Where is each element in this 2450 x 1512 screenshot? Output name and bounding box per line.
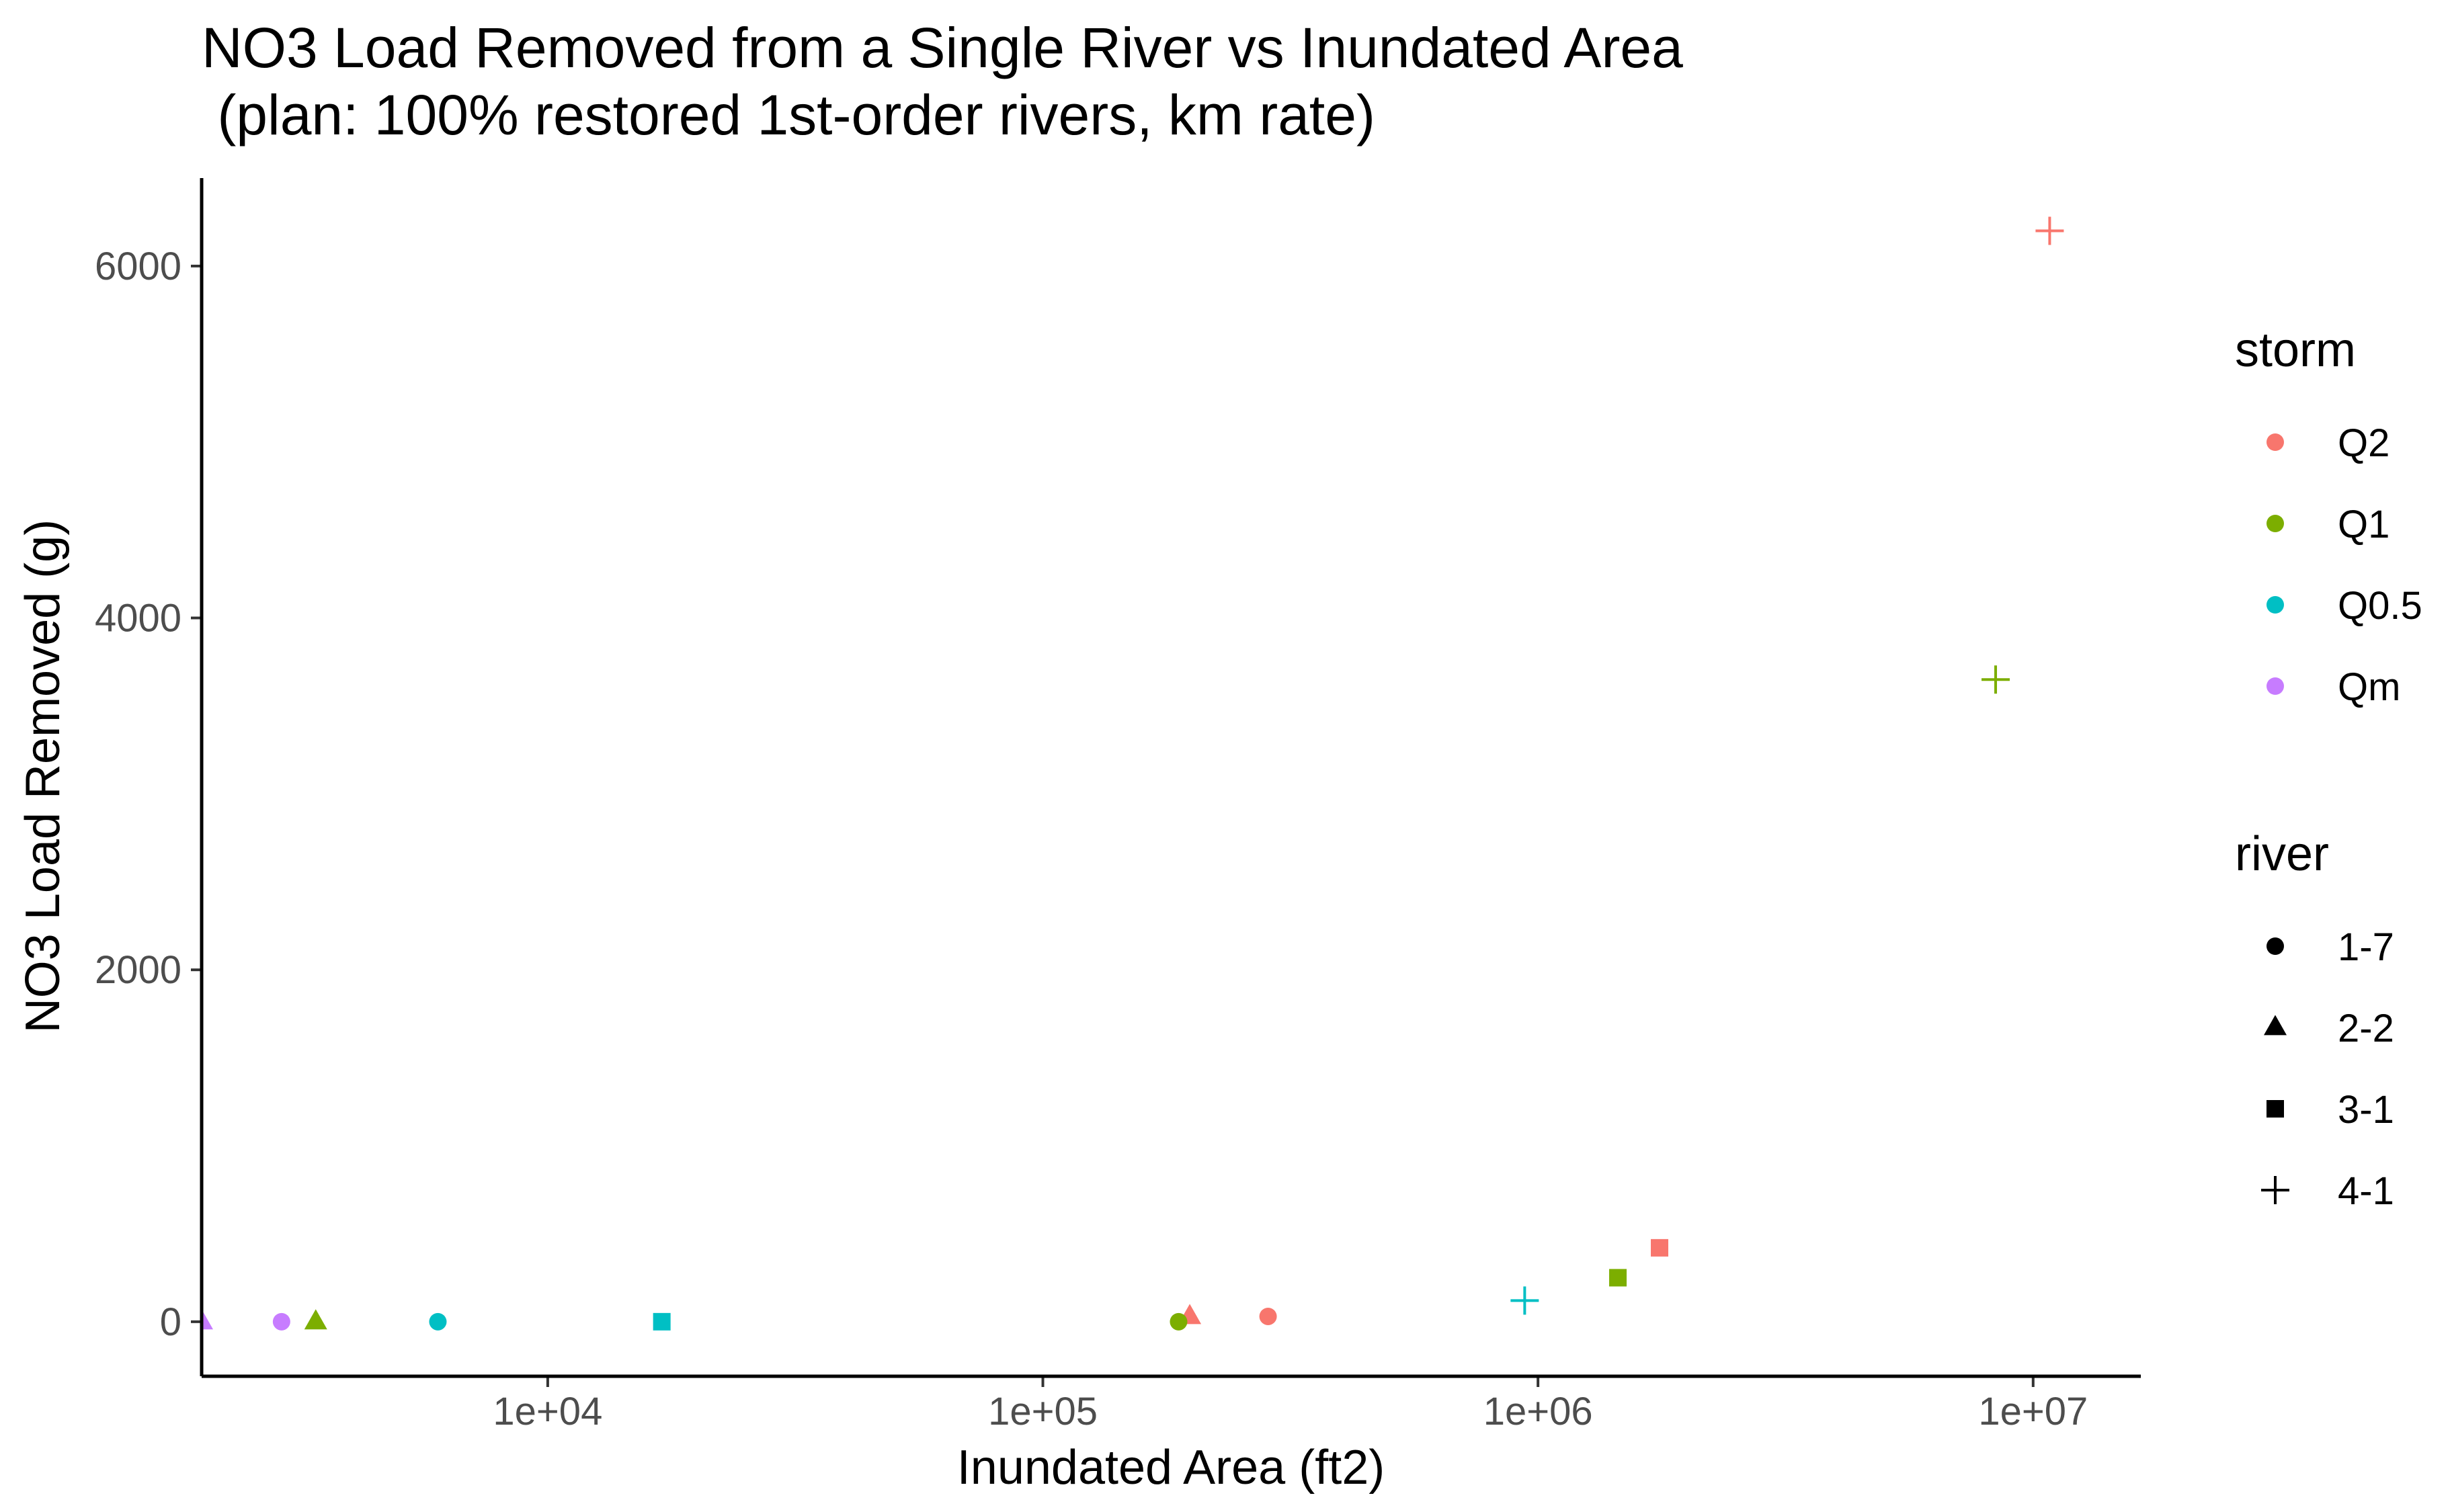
river-legend-label: 2-2 <box>2338 1007 2394 1050</box>
river-legend-key-2-2 <box>2264 1015 2287 1035</box>
data-point-q1-river-3-1 <box>1609 1269 1627 1286</box>
storm-legend-label: Q1 <box>2338 503 2390 546</box>
y-tick-label: 6000 <box>95 245 181 288</box>
data-point-q2-river-4-1 <box>2035 217 2064 245</box>
data-points <box>190 217 2064 1331</box>
storm-legend-key-q1 <box>2267 515 2284 532</box>
river-legend-label: 4-1 <box>2338 1169 2394 1213</box>
chart-title-line-2: (plan: 100% restored 1st-order rivers, k… <box>202 83 1375 146</box>
data-point-q05-river-4-1 <box>1510 1286 1539 1314</box>
storm-legend-label: Q2 <box>2338 421 2390 465</box>
river-legend-key-1-7 <box>2267 937 2284 955</box>
x-tick-label: 1e+05 <box>988 1390 1098 1433</box>
chart-title-line-1: NO3 Load Removed from a Single River vs … <box>202 16 1683 79</box>
data-point-qm-river-1-7 <box>273 1313 290 1331</box>
storm-legend-key-q2 <box>2267 433 2284 451</box>
river-legend-title: river <box>2235 827 2329 881</box>
y-tick-label: 0 <box>160 1300 181 1344</box>
storm-legend-label: Q0.5 <box>2338 584 2422 628</box>
river-legend-key-3-1 <box>2267 1100 2284 1118</box>
data-point-q2-river-1-7 <box>1260 1308 1277 1325</box>
y-axis-title: NO3 Load Removed (g) <box>16 519 70 1033</box>
x-tick-label: 1e+07 <box>1978 1390 2088 1433</box>
data-point-q05-river-1-7 <box>429 1313 446 1331</box>
data-point-q2-river-3-1 <box>1651 1239 1668 1257</box>
storm-legend-key-qm <box>2267 677 2284 695</box>
data-point-q1-river-4-1 <box>1982 665 2010 694</box>
x-axis-title: Inundated Area (ft2) <box>957 1441 1385 1495</box>
storm-legend-key-q05 <box>2267 596 2284 614</box>
river-legend-key-4-1 <box>2261 1176 2289 1204</box>
storm-legend-label: Qm <box>2338 665 2400 709</box>
x-tick-label: 1e+04 <box>493 1390 602 1433</box>
y-tick-label: 4000 <box>95 597 181 640</box>
y-tick-label: 2000 <box>95 948 181 992</box>
storm-legend-title: storm <box>2235 323 2356 377</box>
river-legend-label: 1-7 <box>2338 925 2394 969</box>
storm-legend: storm Q2 Q1 Q0.5 Qm <box>2235 323 2422 709</box>
x-tick-label: 1e+06 <box>1483 1390 1593 1433</box>
data-point-q1-river-1-7 <box>1170 1313 1187 1331</box>
data-point-q05-river-3-1 <box>653 1313 671 1331</box>
data-point-q1-river-2-2 <box>304 1309 327 1329</box>
river-legend-label: 3-1 <box>2338 1088 2394 1132</box>
